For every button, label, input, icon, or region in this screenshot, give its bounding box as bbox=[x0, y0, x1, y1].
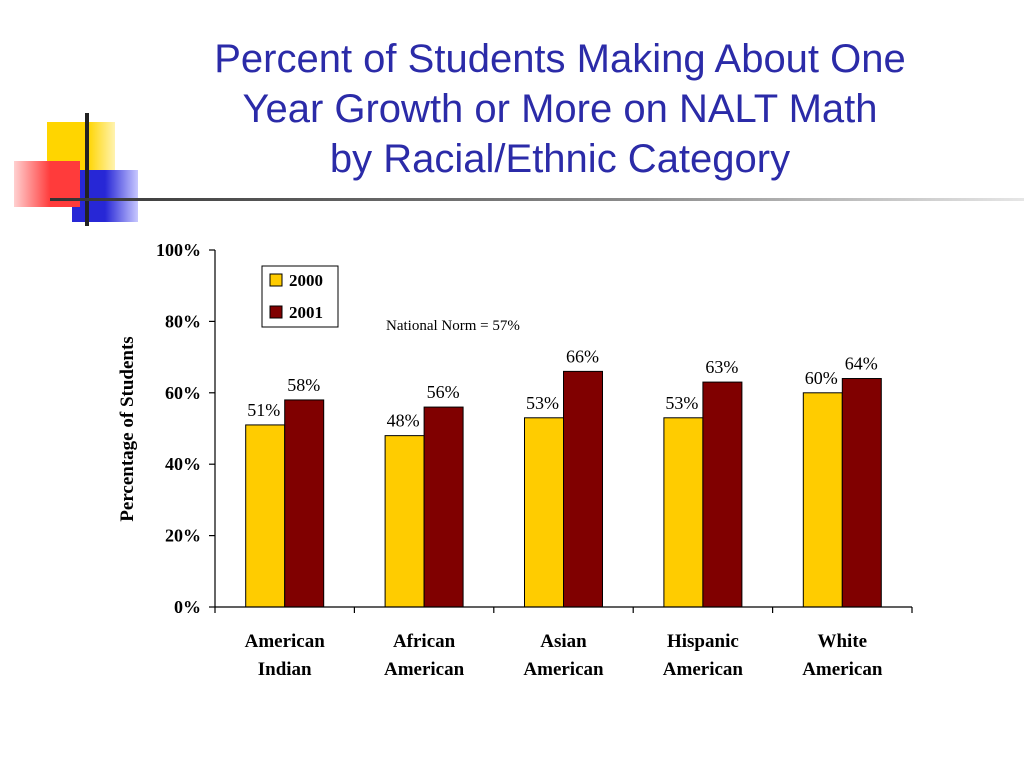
y-tick-label-3: 60% bbox=[165, 383, 201, 403]
y-tick-label-2: 40% bbox=[165, 454, 201, 474]
bar-2000-1 bbox=[384, 435, 425, 608]
data-label-2000-0: 51% bbox=[247, 400, 280, 420]
x-tick-label-0: American Indian bbox=[245, 631, 326, 680]
data-label-2001-2: 66% bbox=[566, 346, 599, 366]
y-tick-label-0: 0% bbox=[174, 597, 201, 617]
data-label-2000-3: 53% bbox=[665, 393, 698, 413]
title-line-2: Year Growth or More on NALT Math bbox=[242, 87, 878, 131]
legend-swatch-2000 bbox=[269, 273, 283, 287]
title-line-3: by Racial/Ethnic Category bbox=[329, 137, 791, 181]
bar-2000-2 bbox=[524, 417, 564, 608]
bar-2001-2 bbox=[563, 370, 603, 608]
y-tick-label-1: 20% bbox=[165, 526, 201, 546]
data-label-2001-1: 56% bbox=[427, 382, 460, 402]
national-norm-annotation: National Norm = 57% bbox=[386, 318, 520, 334]
y-axis-label: Percentage of Students bbox=[117, 336, 138, 521]
bar-2001-1 bbox=[423, 406, 464, 608]
legend: 2000 2001 bbox=[261, 265, 339, 328]
x-tick-label-2: Asian American bbox=[523, 631, 604, 680]
legend-label-2001: 2001 bbox=[289, 303, 323, 322]
bar-2000-3 bbox=[663, 417, 704, 608]
data-label-2000-4: 60% bbox=[805, 368, 838, 388]
data-label-2000-2: 53% bbox=[526, 393, 559, 413]
slide-title: Percent of Students Making About One Yea… bbox=[140, 34, 980, 184]
legend-label-2000: 2000 bbox=[289, 271, 323, 290]
y-tick-label-4: 80% bbox=[165, 311, 201, 331]
title-line-1: Percent of Students Making About One bbox=[214, 37, 906, 81]
axes: 0% 20% 40% 60% 80% 100% American Indian African A… bbox=[156, 240, 913, 680]
bar-2001-3 bbox=[702, 381, 743, 608]
bar-2001-0 bbox=[284, 399, 325, 608]
x-tick-label-4: White American bbox=[802, 631, 883, 680]
x-tick-label-3: Hispanic American bbox=[663, 631, 744, 680]
data-label-2000-1: 48% bbox=[387, 411, 420, 431]
y-tick-label-5: 100% bbox=[156, 240, 201, 260]
data-label-2001-4: 64% bbox=[845, 354, 878, 374]
bars: 51% 48% 53% 53% 60% 58% 56% 66% 63% 64% bbox=[245, 346, 882, 608]
bar-2000-4 bbox=[802, 392, 843, 608]
bar-2001-4 bbox=[841, 378, 882, 608]
legend-swatch-2001 bbox=[269, 305, 283, 319]
data-label-2001-3: 63% bbox=[705, 357, 738, 377]
bar-2000-0 bbox=[245, 424, 286, 608]
x-tick-label-1: African American bbox=[384, 631, 465, 680]
data-label-2001-0: 58% bbox=[287, 375, 320, 395]
